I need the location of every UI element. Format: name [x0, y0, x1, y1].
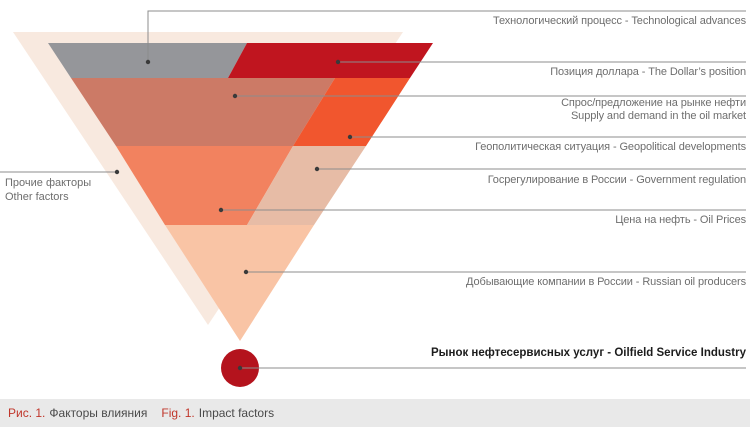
leader-line-technology — [147, 10, 746, 62]
label-government: Госрегулирование в России - Government r… — [487, 174, 746, 186]
layer-government-shape — [247, 146, 366, 225]
leader-dot-geopolitics — [347, 134, 353, 140]
figure-caption-bar: Рис. 1. Факторы влияния Fig. 1. Impact f… — [0, 399, 750, 427]
label-supply-en: Supply and demand in the oil market — [570, 110, 746, 122]
caption-fig-en: Fig. 1. — [161, 406, 195, 420]
leader-dot-market — [237, 365, 243, 371]
caption-text-ru: Факторы влияния — [49, 406, 148, 420]
label-other-factors-en: Other factors — [5, 191, 69, 203]
leader-dot-dollar — [335, 59, 341, 65]
label-technology: Технологический процесс - Technological … — [492, 15, 746, 27]
label-oil-price: Цена на нефть - Oil Prices — [615, 214, 746, 226]
label-supply: Спрос/предложение на рынке нефти Supply … — [561, 97, 746, 123]
layer-producers-shape — [165, 225, 314, 341]
leader-dot-other-factors — [114, 169, 120, 175]
leader-dot-producers — [243, 269, 249, 275]
label-producers: Добывающие компании в России - Russian o… — [466, 276, 746, 288]
label-other-factors-ru: Прочие факторы — [5, 177, 92, 189]
leader-dot-oil-price — [218, 207, 224, 213]
leader-dot-technology — [145, 59, 151, 65]
leader-dot-supply — [232, 93, 238, 99]
label-other-factors: Прочие факторы Other factors — [5, 176, 91, 204]
layer-oil-price-shape — [116, 146, 293, 225]
leader-dot-government — [314, 166, 320, 172]
caption-fig-ru: Рис. 1. — [8, 406, 46, 420]
caption-text-en: Impact factors — [198, 406, 275, 420]
label-geopolitics: Геополитическая ситуация - Geopolitical … — [475, 141, 746, 153]
label-dollar: Позиция доллара - The Dollar’s position — [550, 66, 746, 78]
layer-dollar-shape — [228, 43, 433, 78]
layer-geopolitics-shape — [293, 78, 410, 146]
label-supply-ru: Спрос/предложение на рынке нефти — [561, 97, 746, 109]
label-market: Рынок нефтесервисных услуг - Oilfield Se… — [431, 347, 746, 359]
layer-supply-shape — [71, 78, 335, 146]
